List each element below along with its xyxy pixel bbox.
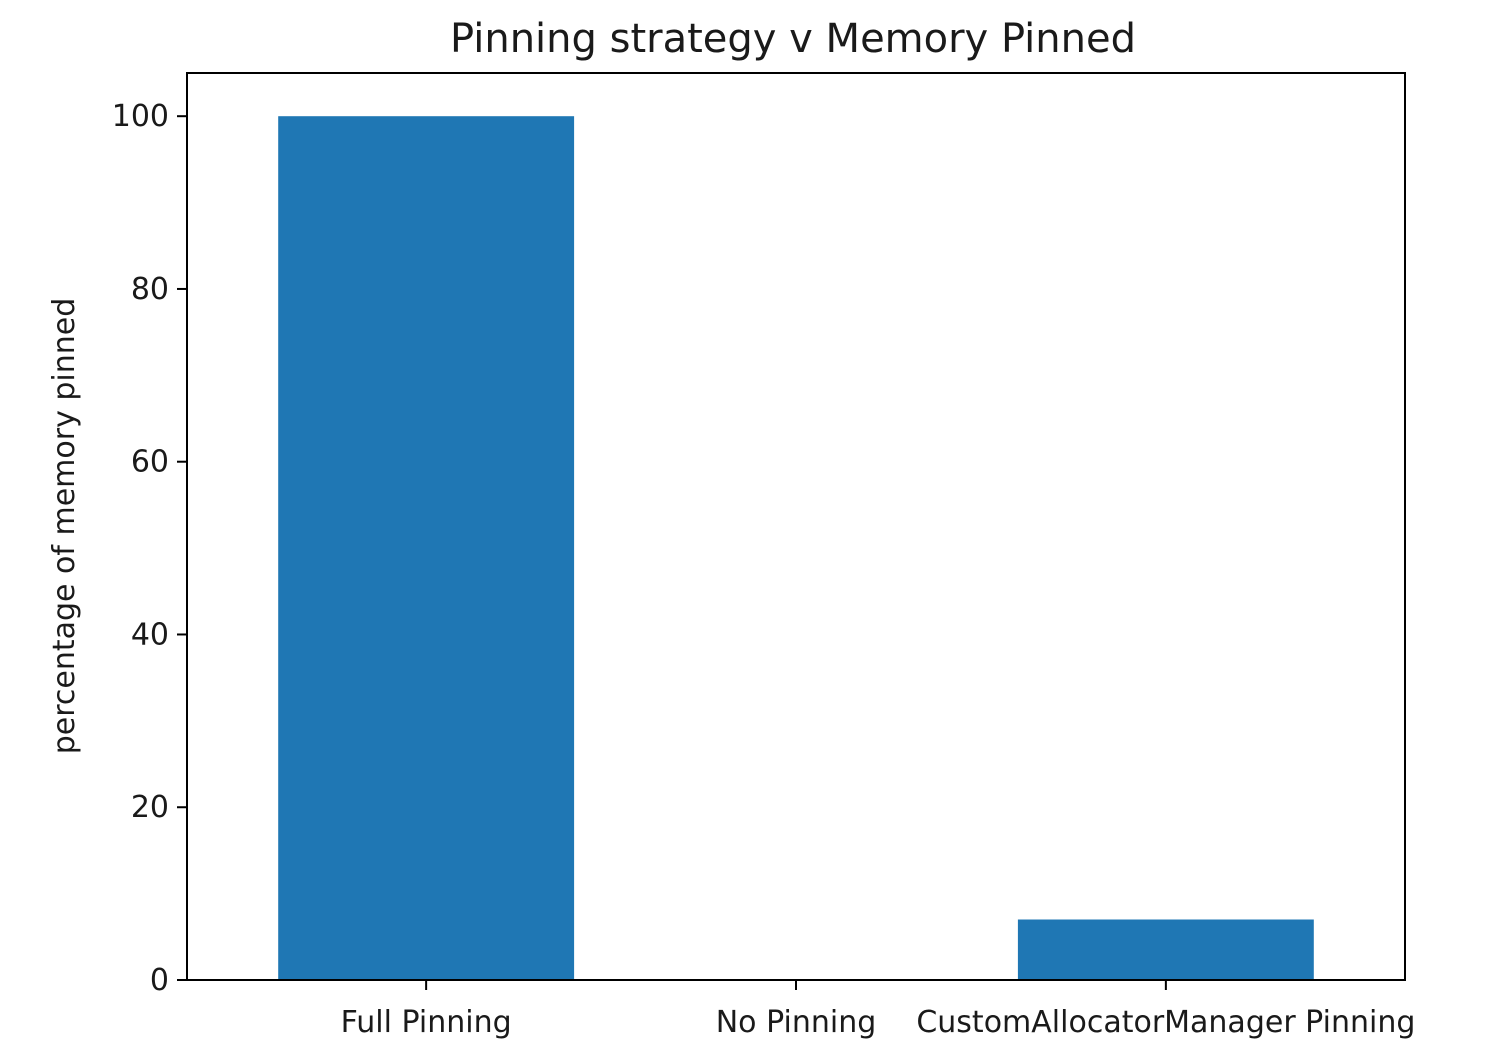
y-tick-label-0: 0: [150, 963, 169, 998]
bar-0: [278, 116, 575, 980]
y-tick-label-4: 80: [131, 272, 169, 307]
y-axis-ticks: 0 20 40 60 80 100: [112, 99, 187, 998]
y-tick-label-2: 40: [131, 617, 169, 652]
y-tick-label-3: 60: [131, 445, 169, 480]
x-tick-label-0: Full Pinning: [341, 1005, 512, 1040]
chart-title: Pinning strategy v Memory Pinned: [450, 16, 1136, 62]
y-axis-label: percentage of memory pinned: [47, 298, 82, 755]
x-axis-ticks: Full Pinning No Pinning CustomAllocatorMan…: [341, 980, 1415, 1040]
y-tick-label-5: 100: [112, 99, 169, 134]
x-tick-label-1: No Pinning: [716, 1005, 877, 1040]
bars-group: [278, 116, 1314, 980]
y-tick-label-1: 20: [131, 790, 169, 825]
bar-2: [1017, 919, 1314, 980]
x-tick-label-2: CustomAllocatorManager Pinning: [916, 1005, 1415, 1040]
